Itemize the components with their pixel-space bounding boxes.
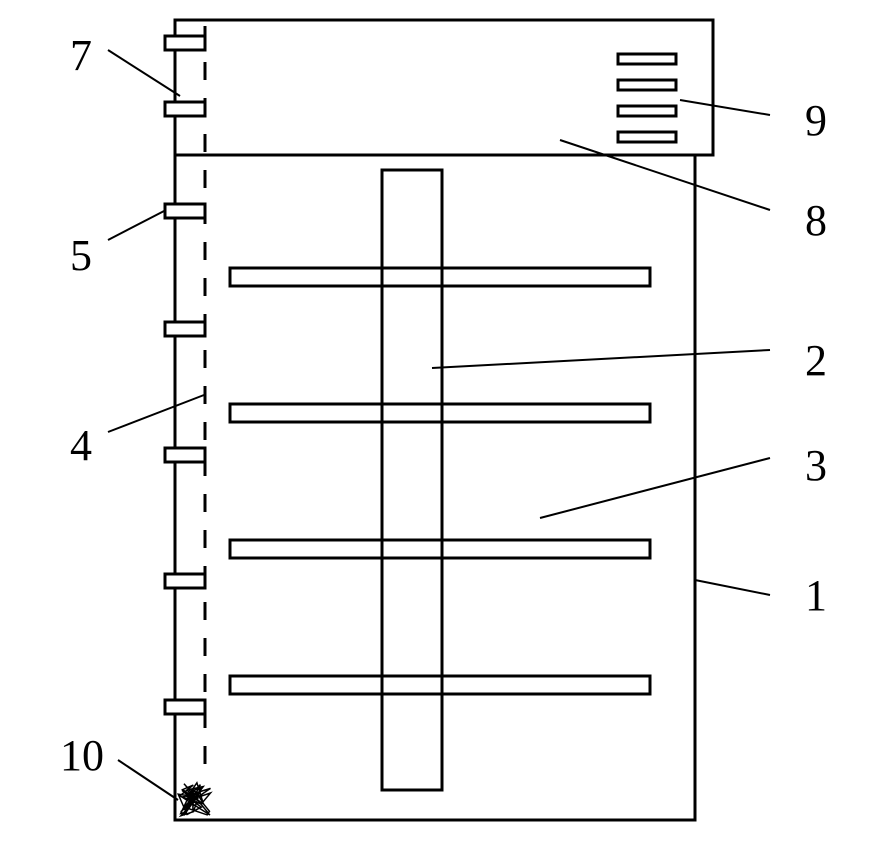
label-4: 4 xyxy=(70,421,92,470)
left-tab-1 xyxy=(165,102,205,116)
label-2: 2 xyxy=(805,336,827,385)
label-10: 10 xyxy=(60,731,104,780)
leader-5 xyxy=(108,210,166,240)
horizontal-bar-0 xyxy=(230,268,650,286)
label-9: 9 xyxy=(805,96,827,145)
leader-10 xyxy=(118,760,178,800)
label-3: 3 xyxy=(805,441,827,490)
label-5: 5 xyxy=(70,231,92,280)
left-tab-3 xyxy=(165,322,205,336)
left-tab-6 xyxy=(165,700,205,714)
right-slot-2 xyxy=(618,106,676,116)
label-7: 7 xyxy=(70,31,92,80)
left-tab-4 xyxy=(165,448,205,462)
horizontal-bar-1 xyxy=(230,404,650,422)
horizontal-bar-2 xyxy=(230,540,650,558)
leader-1 xyxy=(695,580,770,595)
leader-7 xyxy=(108,50,180,96)
left-tab-2 xyxy=(165,204,205,218)
right-slot-3 xyxy=(618,132,676,142)
label-1: 1 xyxy=(805,571,827,620)
horizontal-bar-3 xyxy=(230,676,650,694)
label-8: 8 xyxy=(805,196,827,245)
right-slot-1 xyxy=(618,80,676,90)
left-tab-0 xyxy=(165,36,205,50)
left-tab-5 xyxy=(165,574,205,588)
right-slot-0 xyxy=(618,54,676,64)
diagram-root: 1 2 3 4 5 7 8 9 10 xyxy=(0,0,875,859)
vertical-bar xyxy=(382,170,442,790)
